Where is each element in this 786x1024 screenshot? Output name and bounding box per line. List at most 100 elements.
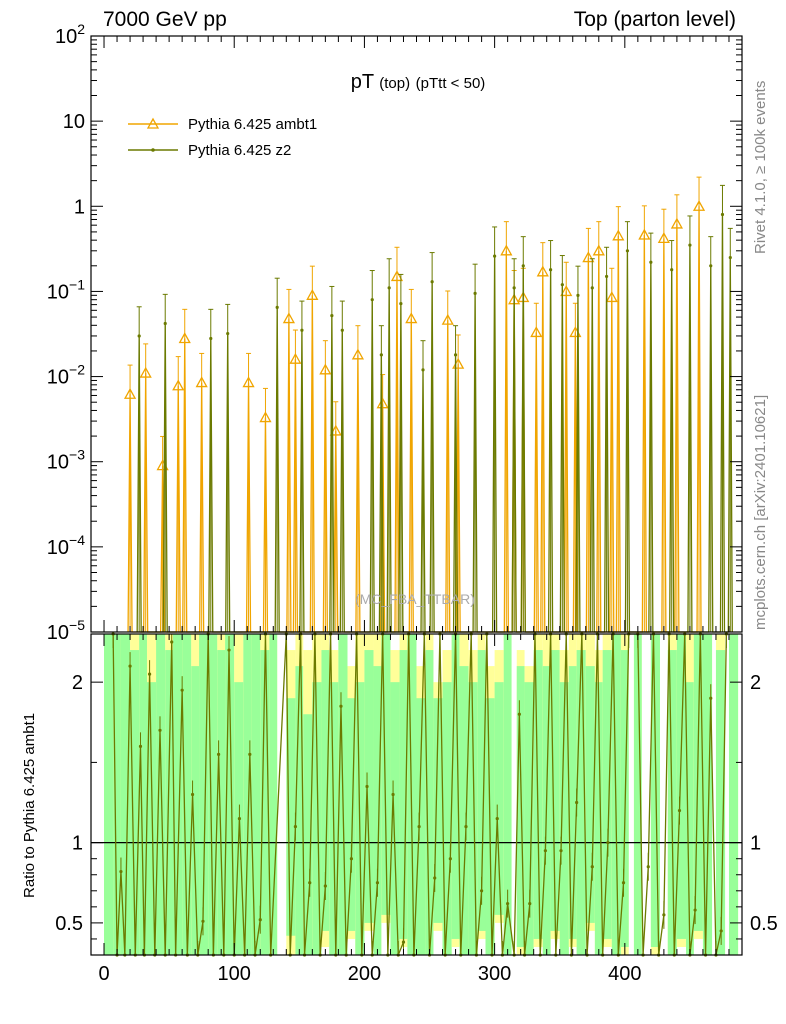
ratio-point <box>543 849 547 853</box>
band-green <box>130 650 140 955</box>
xtick-label: 400 <box>608 963 641 985</box>
header-right: Top (parton level) <box>573 8 736 31</box>
point-ambt1 <box>376 397 389 409</box>
title-main: pT <box>351 71 374 93</box>
ratio-point <box>709 696 713 700</box>
ratio-point <box>621 881 626 885</box>
point-ambt1 <box>282 312 296 324</box>
ratio-point <box>180 688 184 692</box>
point-z2 <box>709 264 713 268</box>
point-ambt1 <box>306 288 319 300</box>
band-green <box>399 650 408 939</box>
ytick-label: 1 <box>74 196 85 218</box>
point-z2 <box>720 212 725 217</box>
point-z2 <box>604 274 609 279</box>
point-ambt1 <box>195 376 208 388</box>
ratio-point <box>677 808 682 813</box>
ratio-ytick-label-left: 2 <box>72 672 83 694</box>
header-left: 7000 GeV pp <box>103 8 227 31</box>
band-green <box>156 634 166 955</box>
point-z2 <box>670 268 674 272</box>
band-green <box>594 682 603 955</box>
band-green <box>260 650 270 955</box>
legend-marker-dot <box>151 148 155 152</box>
point-ambt1 <box>582 251 595 263</box>
ratio-bands <box>104 634 739 955</box>
band-green <box>139 634 147 955</box>
point-ambt1 <box>592 244 605 256</box>
ratio-point <box>170 640 174 644</box>
main-title: pT (top) (pTtt < 50) <box>351 71 486 93</box>
band-green <box>104 634 114 955</box>
point-z2 <box>340 328 344 332</box>
point-ambt1 <box>405 312 418 324</box>
xtick-label: 0 <box>98 963 109 985</box>
ratio-point <box>237 816 242 821</box>
point-ambt1 <box>500 244 513 256</box>
point-ambt1 <box>536 265 549 277</box>
point-ambt1 <box>123 387 137 399</box>
band-green <box>373 666 382 955</box>
band-green <box>602 650 612 939</box>
band-green <box>113 634 121 955</box>
band-green <box>611 634 621 955</box>
point-z2 <box>521 264 525 268</box>
ratio-point <box>248 752 252 756</box>
point-ambt1 <box>172 379 185 391</box>
point-z2 <box>209 336 213 341</box>
point-z2 <box>226 331 230 336</box>
ytick-label: 10−4 <box>47 532 85 559</box>
point-ambt1 <box>139 366 152 378</box>
xtick-label: 200 <box>348 963 381 985</box>
band-green <box>347 698 356 931</box>
band-green <box>208 634 218 955</box>
ratio-ytick-label-left: 1 <box>72 833 83 855</box>
point-ambt1 <box>638 228 651 240</box>
point-ambt1 <box>242 376 255 388</box>
legend-label: Pythia 6.425 ambt1 <box>188 116 317 133</box>
point-z2 <box>512 286 516 290</box>
ratio-point <box>417 825 421 829</box>
ytick-label: 10−5 <box>47 617 85 644</box>
band-green <box>390 682 400 955</box>
point-ambt1 <box>605 291 618 303</box>
point-ambt1 <box>560 285 573 297</box>
ytick-label: 10 <box>63 111 85 133</box>
ratio-point <box>391 792 395 797</box>
band-green <box>516 666 525 947</box>
point-ambt1 <box>178 332 191 344</box>
band-green <box>550 650 560 931</box>
band-green <box>269 634 278 955</box>
band-green <box>182 634 192 955</box>
ratio-ytick-label-left: 0.5 <box>55 913 83 935</box>
band-green <box>702 634 713 955</box>
band-green <box>468 682 478 955</box>
ratio-point <box>375 881 380 885</box>
point-z2 <box>728 255 732 260</box>
main-series <box>123 176 733 633</box>
point-z2 <box>399 301 403 306</box>
band-green <box>559 682 569 955</box>
band-green <box>568 666 577 939</box>
ratio-point <box>646 865 650 869</box>
ratio-point <box>349 857 353 861</box>
ratio-point <box>258 918 262 922</box>
band-green <box>442 682 452 955</box>
ratio-point <box>464 825 468 829</box>
ytick-label: 10−3 <box>47 447 85 474</box>
ratio-point <box>128 664 132 668</box>
band-green <box>217 650 226 955</box>
ratio-point <box>693 908 697 912</box>
point-z2 <box>688 243 692 247</box>
band-green <box>503 634 512 955</box>
band-green <box>295 666 304 955</box>
point-ambt1 <box>351 348 365 360</box>
ratio-ytick-label-right: 2 <box>750 672 761 694</box>
band-green <box>146 682 157 955</box>
ratio-point <box>365 784 369 789</box>
band-green <box>676 634 687 939</box>
point-z2 <box>576 293 580 297</box>
band-green <box>494 682 504 915</box>
series-line-ambt1 <box>127 206 702 633</box>
